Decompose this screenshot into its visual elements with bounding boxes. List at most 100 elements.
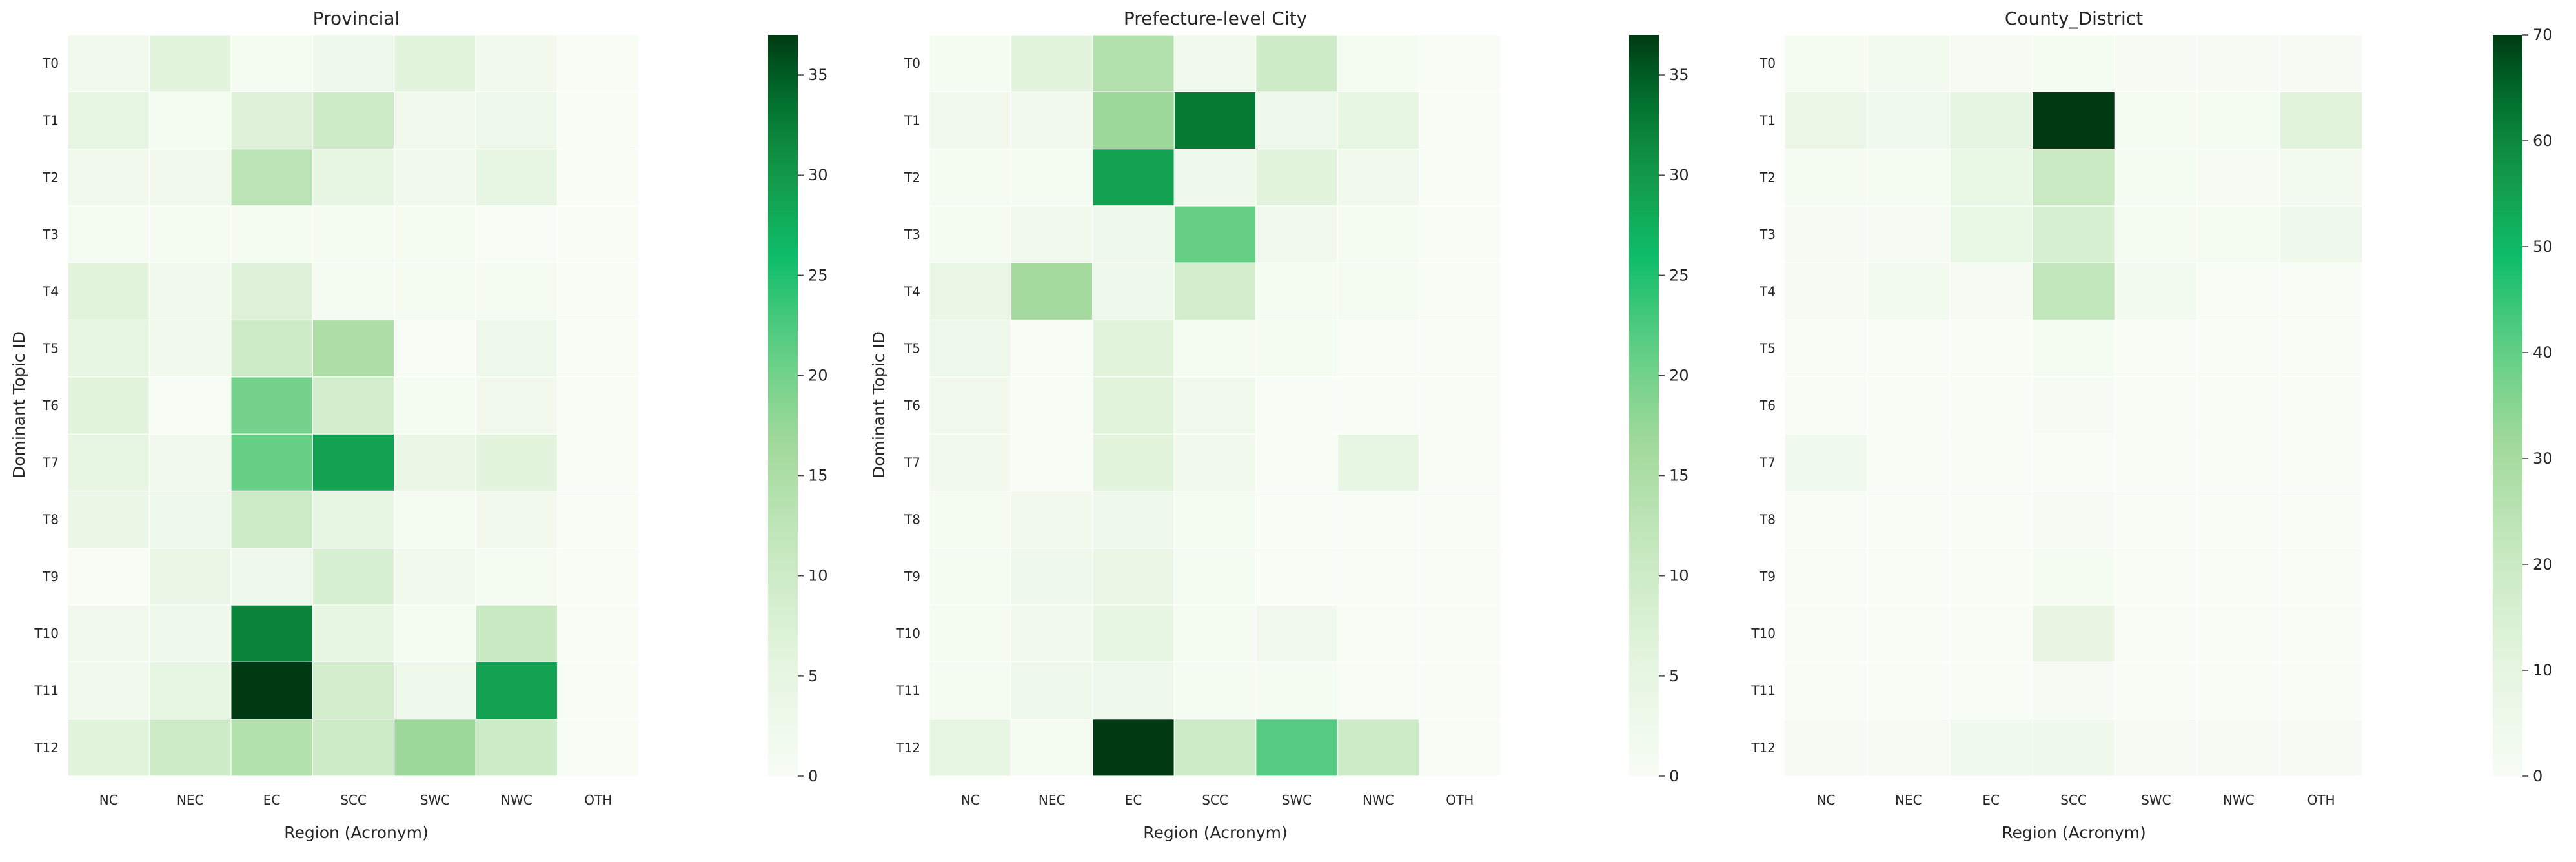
colorbar-tick-label: 10 [808,567,828,585]
heatmap-cell [475,149,558,207]
heatmap-cell [2114,205,2198,263]
y-tick-label: T5 [1759,341,1776,356]
heatmap-cell [1092,661,1175,720]
heatmap-cell [475,91,558,150]
heatmap-cell [1949,719,2033,777]
y-tick-label: T6 [42,398,59,413]
heatmap-cell [312,661,395,720]
x-tick-label: SCC [2060,792,2087,808]
heatmap-cell [475,34,558,92]
heatmap-cell [67,661,150,720]
heatmap-cell [394,319,476,378]
heatmap-panel-provincial: Provincial Region (Acronym) Dominant Top… [10,8,828,842]
heatmap-cell [1337,490,1420,549]
heatmap-cell [1092,262,1175,321]
x-tick-label: NWC [2223,792,2255,808]
heatmap-cell [67,433,150,492]
heatmap-cell [67,548,150,606]
x-tick-label: NWC [501,792,532,808]
heatmap-cell [2114,376,2198,435]
heatmap-cell [1010,205,1093,263]
heatmap-cell [2279,34,2363,92]
heatmap-cell [148,490,232,549]
x-tick-label: SWC [1282,792,1312,808]
heatmap-cell [230,262,313,321]
x-tick-label: SCC [1202,792,1228,808]
heatmap-cell [929,262,1012,321]
heatmap-cell [1949,205,2033,263]
heatmap-cell [2031,91,2116,150]
heatmap-cell [2031,149,2116,207]
heatmap-cell [1255,433,1338,492]
heatmap-cell [2279,548,2363,606]
panel-title: Provincial [313,8,400,29]
heatmap-cell [312,719,395,777]
heatmap-cell [1867,319,1951,378]
y-tick-label: T7 [1759,455,1776,470]
heatmap-cell [2114,490,2198,549]
heatmap-cell [1949,433,2033,492]
heatmap-cell [1949,262,2033,321]
heatmap-cell [1092,548,1175,606]
heatmap-cell [2114,433,2198,492]
heatmap-cell [1418,262,1501,321]
heatmap-cell [312,205,395,263]
heatmap-cell [1784,661,1868,720]
heatmap-cell [1949,661,2033,720]
heatmap-cell [2031,262,2116,321]
heatmap-cell [475,548,558,606]
heatmap-cell [2279,91,2363,150]
y-tick-label: T7 [42,455,59,470]
heatmap-cell [394,433,476,492]
heatmap-cell [1337,548,1420,606]
x-tick-label: NEC [177,792,204,808]
colorbar [768,35,798,776]
heatmap-cell [1418,604,1501,662]
y-tick-label: T5 [904,341,920,356]
heatmap-cell [1255,34,1338,92]
heatmap-cell [1418,490,1501,549]
heatmap-cell [148,548,232,606]
heatmap-cell [230,376,313,435]
heatmap-cell [1784,319,1868,378]
heatmap-cell [2031,548,2116,606]
heatmap-cell [1949,604,2033,662]
heatmap-cell [230,91,313,150]
x-tick-label: SWC [2141,792,2171,808]
colorbar-tick-label: 60 [2533,132,2553,150]
heatmap-cell [2279,490,2363,549]
heatmap-cell [1173,34,1257,92]
y-tick-label: T7 [904,455,920,470]
colorbar-tick-label: 0 [808,767,818,785]
heatmap-cell [1010,376,1093,435]
heatmap-cell [1173,205,1257,263]
x-tick-label: NWC [1363,792,1394,808]
heatmap-cell [394,604,476,662]
heatmap-cell [148,719,232,777]
heatmap-cell [1418,205,1501,263]
heatmap-cell [929,149,1012,207]
heatmap-cell [1010,91,1093,150]
heatmap-cell [2114,34,2198,92]
heatmap-cell [1867,376,1951,435]
heatmap-cell [1255,376,1338,435]
heatmap-cell [1173,548,1257,606]
y-tick-label: T0 [904,56,920,71]
heatmap-cell [1337,205,1420,263]
heatmap-cell [1784,548,1868,606]
heatmap-cell [394,376,476,435]
y-tick-label: T9 [904,569,920,584]
colorbar-tick-label: 25 [1669,266,1689,284]
heatmap-cell [1092,149,1175,207]
heatmap-cell [2196,149,2280,207]
heatmap-cell [1784,604,1868,662]
x-tick-label: NC [1816,792,1835,808]
y-tick-label: T3 [1759,227,1776,242]
heatmap-cell [67,604,150,662]
heatmap-cell [148,205,232,263]
heatmap-cell [1092,604,1175,662]
heatmap-cell [394,149,476,207]
y-tick-label: T4 [1759,283,1776,299]
heatmap-cell [2196,205,2280,263]
heatmap-cell [475,433,558,492]
